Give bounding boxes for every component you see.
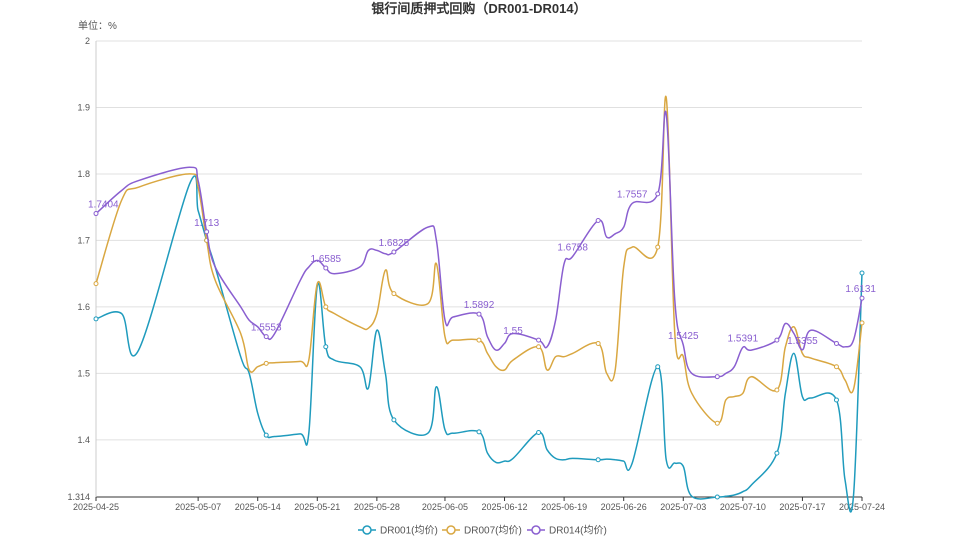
data-point	[391, 249, 397, 255]
data-point	[714, 420, 720, 426]
y-tick-label: 1.7	[77, 235, 90, 245]
data-point	[93, 211, 99, 217]
data-point	[833, 340, 839, 346]
x-tick-label: 2025-06-19	[541, 502, 587, 512]
data-point	[476, 429, 482, 435]
data-label: 1.7404	[88, 200, 119, 211]
data-point	[93, 281, 99, 287]
data-point	[595, 340, 601, 346]
legend-marker	[531, 525, 541, 535]
legend-marker	[362, 525, 372, 535]
x-tick-label: 2025-06-26	[601, 502, 647, 512]
y-tick-label: 1.5	[77, 368, 90, 378]
x-tick-label: 2025-05-07	[175, 502, 221, 512]
data-point	[714, 494, 720, 500]
data-point	[536, 344, 542, 350]
unit-label: 单位：%	[78, 19, 117, 32]
gridlines	[96, 40, 862, 441]
data-point	[859, 320, 865, 326]
data-point	[323, 265, 329, 271]
x-tick-label: 2025-05-14	[235, 502, 281, 512]
data-point	[536, 337, 542, 343]
data-point	[859, 270, 865, 276]
legend-label: DR014(均价)	[549, 525, 607, 537]
data-labels: 1.7404 1.713 1.5553 1.6585 1.6825 1.5892 1.55 1…	[88, 189, 876, 346]
series-line-2	[95, 95, 863, 424]
x-tick-label: 2025-04-25	[73, 502, 119, 512]
data-point	[774, 387, 780, 393]
x-tick-label: 2025-07-03	[660, 502, 706, 512]
y-tick-label: 1.6	[77, 302, 90, 312]
data-label: 1.55	[503, 326, 523, 337]
legend-marker	[446, 525, 456, 535]
data-label: 1.6825	[379, 238, 410, 249]
data-label: 1.5391	[728, 333, 759, 344]
legend-label: DR001(均价)	[380, 525, 438, 537]
axes: 1.314 1.4 1.5 1.6 1.7 1.8 1.9 2 2025-04-25 2025-0…	[67, 36, 885, 512]
data-point	[595, 217, 601, 223]
data-point	[204, 229, 210, 235]
data-label: 1.5553	[251, 323, 282, 334]
data-point	[714, 374, 720, 380]
y-tick-label: 1.8	[77, 169, 90, 179]
data-label: 1.6131	[845, 284, 876, 295]
data-point	[833, 397, 839, 403]
data-point	[263, 432, 269, 438]
legend-item[interactable]: DR007(均价)	[442, 525, 522, 537]
data-point	[859, 295, 865, 301]
data-point	[774, 450, 780, 456]
data-point	[774, 337, 780, 343]
data-label: 1.5892	[464, 300, 495, 311]
x-tick-label: 2025-07-17	[779, 502, 825, 512]
legend-item[interactable]: DR014(均价)	[527, 525, 607, 537]
data-label: 1.5355	[787, 336, 818, 347]
x-tick-label: 2025-06-05	[422, 502, 468, 512]
data-point	[655, 244, 661, 250]
data-point	[655, 364, 661, 370]
data-label: 1.6585	[311, 254, 342, 265]
data-point	[391, 417, 397, 423]
x-tick-label: 2025-07-10	[720, 502, 766, 512]
data-point	[323, 304, 329, 310]
data-point	[536, 430, 542, 436]
series-lines	[93, 95, 865, 513]
legend[interactable]: DR001(均价) DR007(均价) DR014(均价)	[358, 525, 607, 537]
x-tick-label: 2025-05-28	[354, 502, 400, 512]
series-line-1	[95, 175, 863, 513]
y-tick-label: 2	[85, 36, 90, 46]
x-tick-label: 2025-07-24	[839, 502, 885, 512]
data-point	[655, 191, 661, 197]
data-point	[833, 364, 839, 370]
data-point	[323, 344, 329, 350]
data-point	[476, 337, 482, 343]
data-label: 1.5425	[668, 331, 699, 342]
legend-item[interactable]: DR001(均价)	[358, 525, 438, 537]
y-tick-label: 1.4	[77, 435, 90, 445]
data-point	[391, 291, 397, 297]
data-label: 1.7557	[617, 189, 648, 200]
legend-label: DR007(均价)	[464, 525, 522, 537]
chart-title: 银行间质押式回购（DR001-DR014）	[371, 1, 586, 16]
x-tick-label: 2025-06-12	[482, 502, 528, 512]
x-tick-label: 2025-05-21	[294, 502, 340, 512]
data-point	[595, 457, 601, 463]
y-tick-label: 1.314	[67, 492, 90, 502]
data-label: 1.713	[194, 218, 219, 229]
data-point	[476, 311, 482, 317]
data-point	[263, 360, 269, 366]
data-point	[263, 334, 269, 340]
data-point	[93, 316, 99, 322]
y-tick-label: 1.9	[77, 102, 90, 112]
data-label: 1.6758	[557, 243, 588, 254]
